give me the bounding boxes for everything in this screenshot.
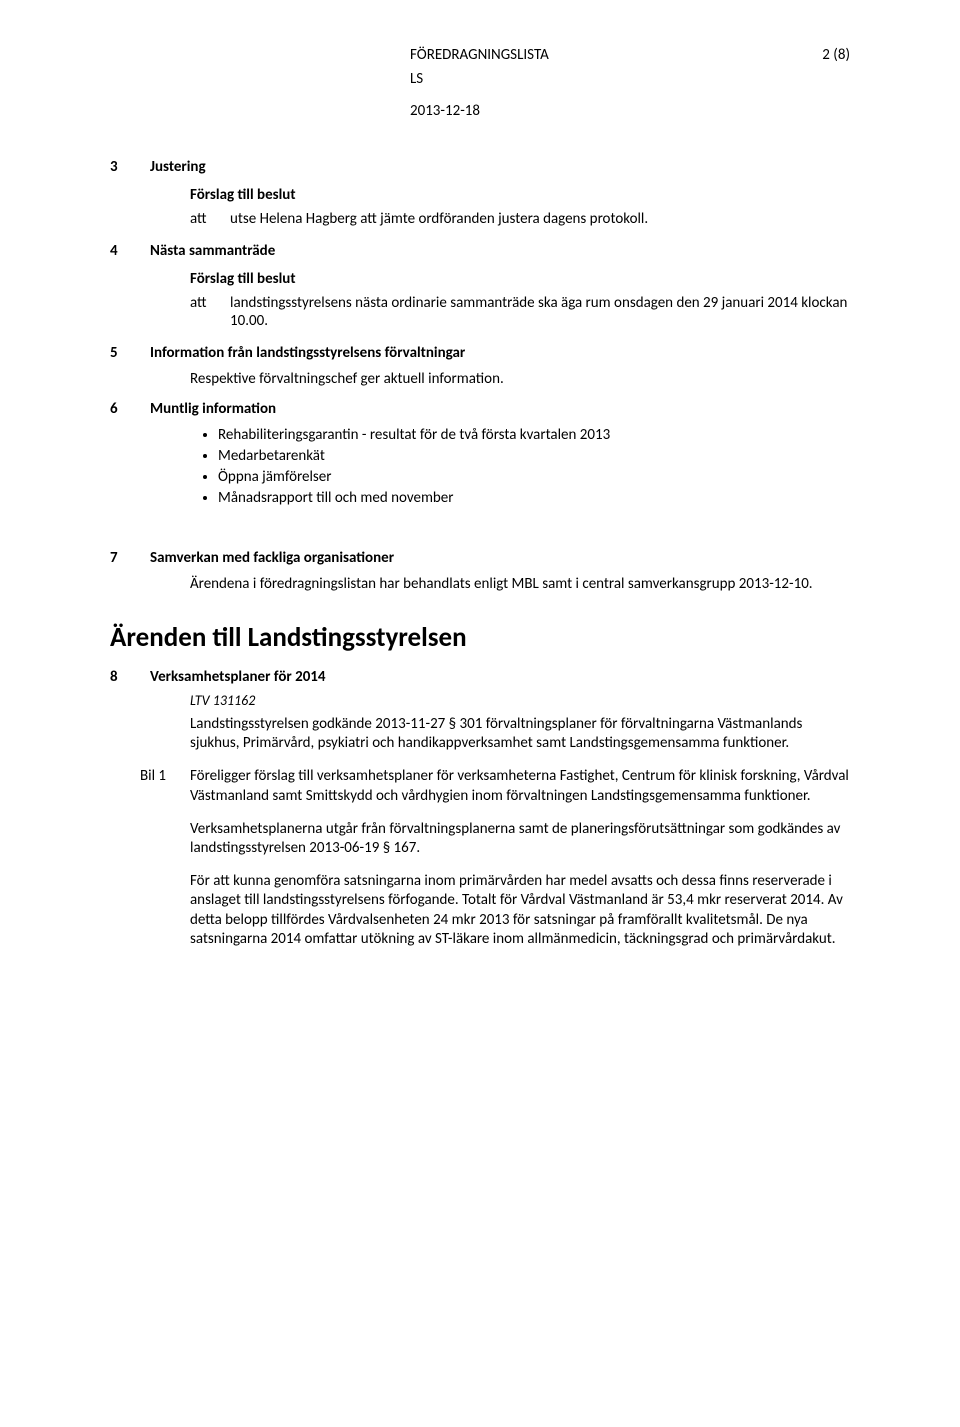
att-text: landstingsstyrelsens nästa ordinarie sam… <box>230 294 850 330</box>
agenda-item: 6 Muntlig information <box>110 400 850 418</box>
item-title: Muntlig information <box>150 400 276 418</box>
list-item: Öppna jämförelser <box>218 468 850 486</box>
item-title: Nästa sammanträde <box>150 242 275 260</box>
item-title: Justering <box>150 158 206 176</box>
paragraph-with-bil: Bil 1 Föreligger förslag till verksamhet… <box>190 767 850 805</box>
item-number: 3 <box>110 158 150 176</box>
item-number: 8 <box>110 668 150 686</box>
item-number: 6 <box>110 400 150 418</box>
paragraph: För att kunna genomföra satsningarna ino… <box>190 872 850 949</box>
item-body-text: Ärendena i föredragningslistan har behan… <box>190 575 850 593</box>
header-date: 2013-12-18 <box>410 102 850 120</box>
proposal-heading: Förslag till beslut <box>190 186 850 204</box>
paragraph: Landstingsstyrelsen godkände 2013-11-27 … <box>190 715 850 753</box>
item-number: 4 <box>110 242 150 260</box>
item-number: 7 <box>110 549 150 567</box>
item-body: Förslag till beslut att landstingsstyrel… <box>190 270 850 330</box>
main-heading: Ärenden till Landstingsstyrelsen <box>110 621 850 654</box>
paragraph: Verksamhetsplanerna utgår från förvaltni… <box>190 820 850 858</box>
header-sub: LS <box>410 70 850 88</box>
list-item: Rehabiliteringsgarantin - resultat för d… <box>218 426 850 444</box>
agenda-item: 5 Information från landstingsstyrelsens … <box>110 344 850 362</box>
item-number: 5 <box>110 344 150 362</box>
page-indicator: 2 (8) <box>822 46 850 64</box>
agenda-item: 8 Verksamhetsplaner för 2014 <box>110 668 850 686</box>
att-text: utse Helena Hagberg att jämte ordförande… <box>230 210 850 228</box>
attachment-label: Bil 1 <box>140 767 180 786</box>
att-label: att <box>190 294 230 330</box>
proposal-heading: Förslag till beslut <box>190 270 850 288</box>
att-row: att utse Helena Hagberg att jämte ordför… <box>190 210 850 228</box>
list-item: Månadsrapport till och med november <box>218 489 850 507</box>
doc-type: FÖREDRAGNINGSLISTA <box>410 46 549 64</box>
item-title: Verksamhetsplaner för 2014 <box>150 668 326 686</box>
header-row: FÖREDRAGNINGSLISTA 2 (8) <box>410 46 850 64</box>
paragraph-text: Föreligger förslag till verksamhetsplane… <box>190 767 849 804</box>
item-title: Information från landstingsstyrelsens fö… <box>150 344 465 362</box>
agenda-item: 7 Samverkan med fackliga organisationer <box>110 549 850 567</box>
reference-code: LTV 131162 <box>190 692 850 709</box>
item-body-text: Respektive förvaltningschef ger aktuell … <box>190 370 850 388</box>
att-label: att <box>190 210 230 228</box>
bullet-list: Rehabiliteringsgarantin - resultat för d… <box>190 426 850 507</box>
agenda-item: 4 Nästa sammanträde <box>110 242 850 260</box>
item-title: Samverkan med fackliga organisationer <box>150 549 394 567</box>
agenda-item: 3 Justering <box>110 158 850 176</box>
item-body: Förslag till beslut att utse Helena Hagb… <box>190 186 850 228</box>
page: FÖREDRAGNINGSLISTA 2 (8) LS 2013-12-18 3… <box>0 0 960 1427</box>
att-row: att landstingsstyrelsens nästa ordinarie… <box>190 294 850 330</box>
item-body: Rehabiliteringsgarantin - resultat för d… <box>190 426 850 507</box>
list-item: Medarbetarenkät <box>218 447 850 465</box>
